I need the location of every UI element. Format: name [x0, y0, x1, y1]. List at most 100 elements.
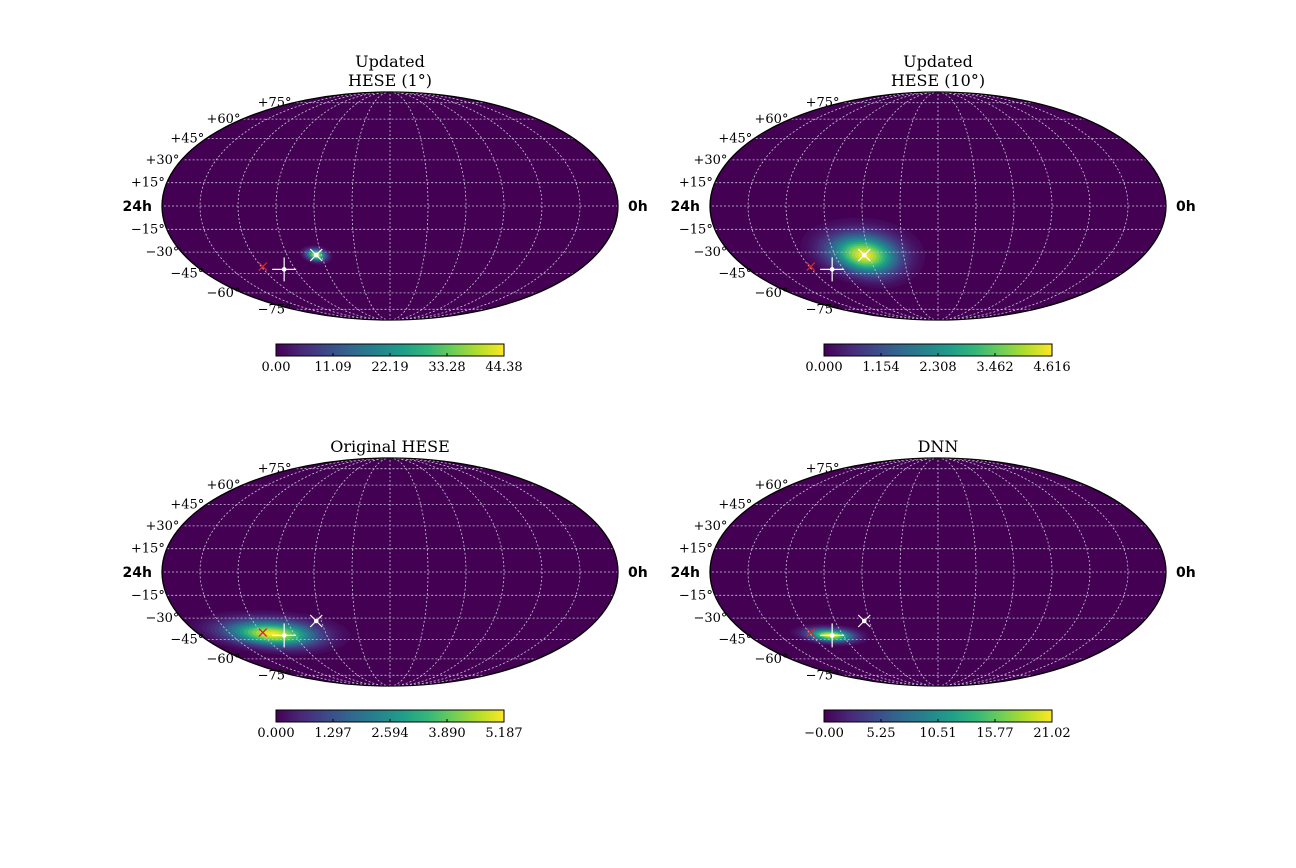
colorbar-tick-label: 1.154 [862, 360, 899, 375]
ra-gridline [937, 92, 1129, 320]
plus-cross-dot [829, 633, 835, 638]
dec-label: −15° [679, 222, 713, 237]
colorbar-tick-label: 44.38 [485, 360, 522, 375]
colorbar-tick-label: 5.25 [867, 726, 896, 741]
graticule [710, 458, 1166, 686]
colorbar-tick-label: 15.77 [976, 726, 1013, 741]
dec-label: +45° [718, 498, 752, 513]
colorbar-tick-label: 0.000 [805, 360, 842, 375]
dec-label: −45° [718, 632, 752, 647]
colorbar-tick-label: 22.19 [371, 360, 408, 375]
dec-label: −75° [258, 302, 292, 317]
dec-label: +60° [207, 112, 241, 127]
colorbar-tick-label: 2.308 [919, 360, 956, 375]
plus-cross-dot [281, 633, 287, 638]
dec-label: −15° [131, 222, 165, 237]
colorbar-tick-label: 3.462 [976, 360, 1013, 375]
graticule [162, 458, 618, 686]
ra-gridline [237, 92, 391, 320]
dec-label: −30° [693, 245, 727, 260]
x-cross-dot [861, 252, 867, 258]
ra-gridline [747, 92, 939, 320]
ra-label-left: 24h [123, 199, 152, 215]
dec-label: +60° [755, 478, 789, 493]
ra-gridline [389, 458, 581, 686]
graticule [162, 92, 618, 320]
dec-label: −30° [693, 611, 727, 626]
ra-gridline [389, 92, 543, 320]
ra-label-left: 24h [123, 565, 152, 581]
dec-label: −30° [145, 245, 179, 260]
probability-hotspot [189, 610, 351, 656]
dec-label: +15° [131, 542, 165, 557]
ra-gridline [785, 458, 939, 686]
ra-gridline [237, 458, 391, 686]
dec-label: −45° [718, 266, 752, 281]
ra-gridline [389, 92, 505, 320]
ra-gridline [937, 458, 1053, 686]
colorbar-tick-label: 2.594 [371, 726, 408, 741]
dec-label: +75° [806, 96, 840, 111]
sky-outline [161, 457, 619, 687]
ra-gridline [785, 92, 939, 320]
ra-gridline [275, 458, 391, 686]
x-cross-dot [313, 618, 319, 624]
dec-label: −75° [806, 668, 840, 683]
dec-label: −15° [131, 588, 165, 603]
colorbar-tick-label: 5.187 [485, 726, 522, 741]
dec-label: −75° [258, 668, 292, 683]
dec-label: +45° [718, 132, 752, 147]
markers [258, 248, 323, 282]
dec-label: +15° [679, 176, 713, 191]
dec-label: +60° [207, 478, 241, 493]
colorbar-tick-label: 3.890 [428, 726, 465, 741]
dec-label: −30° [145, 611, 179, 626]
colorbar-tick-label: 10.51 [919, 726, 956, 741]
ra-label-left: 24h [671, 199, 700, 215]
source-x-marker [258, 628, 268, 637]
ra-gridline [937, 92, 1053, 320]
sky-outline [709, 457, 1167, 687]
dec-label: +30° [693, 153, 727, 168]
colorbar-tick-label: 1.297 [314, 726, 351, 741]
ra-gridline [389, 458, 505, 686]
colorbar-tick-label: 0.000 [257, 726, 294, 741]
panel-title: Updated [355, 52, 425, 71]
sky-outline [161, 91, 619, 321]
dec-label: −75° [806, 302, 840, 317]
ra-label-left: 24h [671, 565, 700, 581]
dec-label: −45° [170, 632, 204, 647]
dec-label: −60° [207, 652, 241, 667]
colorbar-tick-label: 0.00 [262, 360, 291, 375]
panel-title: HESE (10°) [891, 71, 985, 90]
dec-label: +30° [145, 519, 179, 534]
ra-gridline [747, 458, 939, 686]
panel-title: HESE (1°) [348, 71, 432, 90]
ra-label-right: 0h [1176, 565, 1196, 581]
colorbar-tick-label: 11.09 [314, 360, 351, 375]
dec-label: −60° [755, 652, 789, 667]
panel-title: Updated [903, 52, 973, 71]
colorbar-tick-label: 4.616 [1033, 360, 1070, 375]
panel-title: DNN [918, 437, 959, 456]
dec-label: +15° [131, 176, 165, 191]
hotspot-contour [267, 632, 276, 636]
ra-gridline [389, 458, 543, 686]
ra-gridline [823, 92, 939, 320]
ra-gridline [823, 458, 939, 686]
colorbar-tick-label: −0.00 [804, 726, 844, 741]
ra-gridline [199, 92, 391, 320]
ra-gridline [199, 458, 391, 686]
panel-title: Original HESE [330, 437, 450, 456]
ra-gridline [937, 458, 1091, 686]
dec-label: −15° [679, 588, 713, 603]
panel-4: DNN 24h 0h +75° +60°+45° +30° +15° −15° −30° −45°… [671, 437, 1196, 741]
ra-label-right: 0h [628, 565, 648, 581]
source-x-marker [258, 262, 268, 271]
dec-label: +75° [258, 462, 292, 477]
dec-label: +45° [170, 498, 204, 513]
ra-label-right: 0h [1176, 199, 1196, 215]
